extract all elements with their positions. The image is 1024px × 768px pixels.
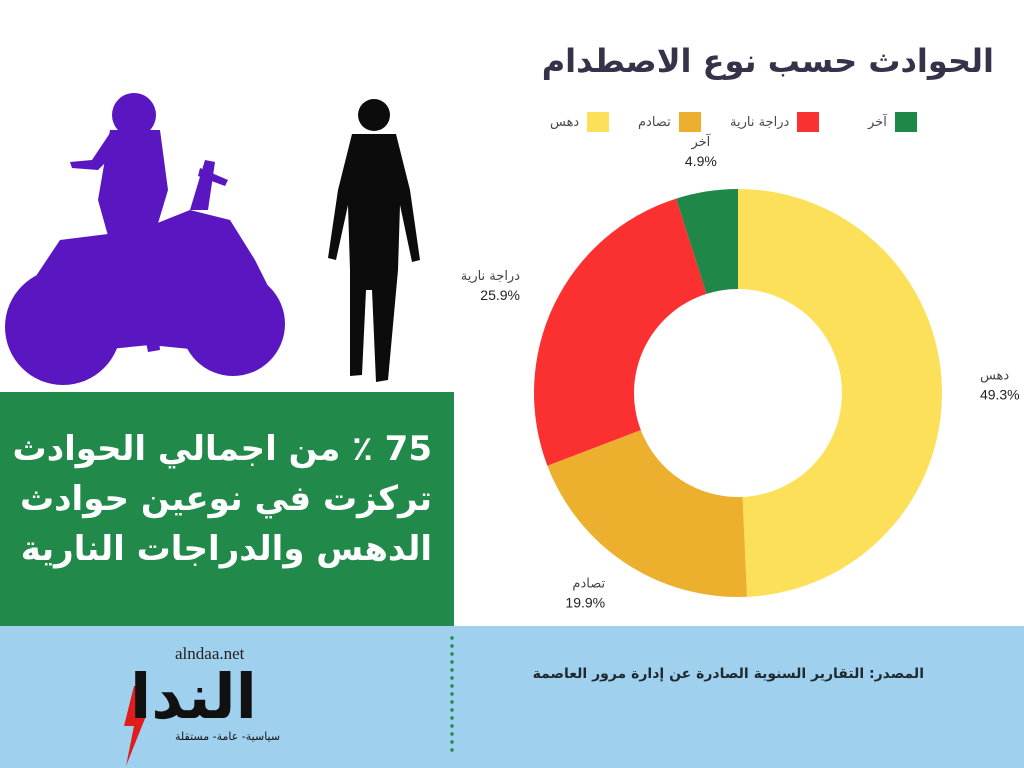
slice-label-other: آخر [690,133,711,150]
lightning-bolt-icon [124,686,146,766]
chart-title: الحوادث حسب نوع الاصطدام [541,42,994,80]
legend-label-tasadum: تصادم [638,114,671,130]
legend-swatch-other [894,112,917,132]
slice-label-dahs: دهس [980,369,1009,384]
headline-text: 75 ٪ من اجمالي الحوادث تركزت في نوعين حو… [12,429,432,569]
legend-swatch-motorcycle [797,112,820,132]
donut-chart: دهس 49.3% تصادم 19.9% دراجة نارية 25.9% آخر 4.9… [461,133,1020,610]
donut-slice-tasadum [547,430,747,597]
legend-swatch-tasadum [678,112,701,132]
legend-swatch-dahs [587,112,610,132]
headline-panel: 75 ٪ من اجمالي الحوادث تركزت في نوعين حو… [0,392,454,626]
dotted-divider [450,634,454,756]
legend-item-motorcycle: دراجة نارية [730,110,820,134]
legend-label-other: آخر [868,114,887,130]
slice-label-motorcycle: دراجة نارية [461,269,520,284]
legend-label-dahs: دهس [550,114,580,130]
legend-item-dahs: دهس [550,110,610,134]
alndaa-logo: alndaa.net الندا سياسية- عامة- مستقلة [120,644,335,766]
slice-value-other: 4.9% [685,153,717,169]
slice-label-tasadum: تصادم [572,576,605,591]
logo-wordmark: الندا [130,660,259,733]
legend-item-other: آخر [868,110,917,134]
man-walking-silhouette [328,99,420,382]
silhouettes-illustration [5,93,420,385]
legend-item-tasadum: تصادم [638,110,701,134]
donut-slice-other [676,189,738,294]
logo-url: alndaa.net [175,644,245,663]
slice-value-tasadum: 19.9% [565,594,605,610]
slice-value-motorcycle: 25.9% [480,287,520,303]
legend-label-motorcycle: دراجة نارية [730,114,790,130]
donut-slice-dahs [738,189,943,597]
chart-legend: دهس تصادم دراجة نارية آخر [550,110,930,134]
slice-value-dahs: 49.3% [980,387,1020,403]
donut-slice-motorcycle [534,198,707,466]
source-text: المصدر: التقارير السنوية الصادرة عن إدار… [532,666,924,682]
motorcycle-rider-silhouette [5,93,285,385]
footer-band: alndaa.net الندا سياسية- عامة- مستقلة ال… [0,626,1024,768]
logo-tagline: سياسية- عامة- مستقلة [175,730,281,743]
